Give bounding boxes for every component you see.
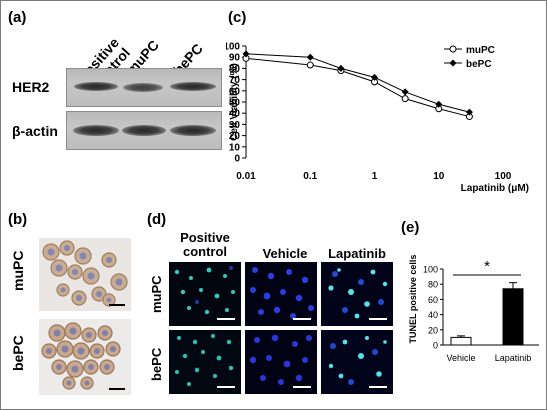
y-tick-label: 20 bbox=[229, 131, 241, 142]
fl-image-mupc-positive-control bbox=[169, 262, 241, 326]
panel-label-c: (c) bbox=[228, 9, 247, 26]
data-point-muPC bbox=[306, 61, 314, 69]
x-tick-label: 0.01 bbox=[236, 171, 256, 182]
row-label-her2: HER2 bbox=[12, 79, 50, 95]
y-tick-label: 80 bbox=[229, 64, 241, 75]
band-actin-mupc bbox=[122, 125, 166, 136]
y-tick-label: 60 bbox=[229, 86, 241, 97]
ihc-image-bepc bbox=[39, 319, 131, 395]
x-tick-label: 10 bbox=[433, 171, 445, 182]
y-tick-label: 100 bbox=[423, 265, 438, 275]
data-point-bePC bbox=[242, 50, 250, 58]
blot-her2 bbox=[66, 68, 222, 107]
blot-beta-actin bbox=[66, 111, 222, 150]
x-tick-label: Vehicle bbox=[446, 353, 475, 363]
fl-col-label-line: control bbox=[182, 244, 228, 259]
fl-image-bepc-vehicle bbox=[245, 330, 317, 394]
band-her2-bepc bbox=[170, 82, 216, 91]
y-axis-label: Cell Viability (%) bbox=[229, 63, 240, 141]
y-tick-label: 20 bbox=[428, 325, 438, 335]
band-actin-bepc bbox=[170, 125, 216, 136]
y-tick-label: 90 bbox=[229, 53, 241, 64]
fl-image-mupc-vehicle bbox=[245, 262, 317, 326]
fl-row-label-mupc: muPC bbox=[149, 275, 164, 313]
ihc-row-label-bepc: bePC bbox=[10, 335, 26, 371]
band-her2-mupc bbox=[123, 83, 163, 92]
y-tick-label: 100 bbox=[226, 42, 240, 53]
panel-label-a: (a) bbox=[8, 9, 27, 26]
y-tick-label: 0 bbox=[234, 154, 240, 165]
series-line-bePC bbox=[245, 53, 470, 113]
x-tick-label: 100 bbox=[495, 171, 512, 182]
ihc-row-label-mupc: muPC bbox=[10, 250, 26, 291]
bar-Vehicle bbox=[450, 336, 472, 346]
band-her2-positive-control bbox=[74, 82, 118, 91]
data-point-bePC bbox=[401, 88, 409, 96]
x-tick-label: 1 bbox=[372, 171, 378, 182]
legend-marker-bePC bbox=[449, 59, 457, 67]
x-tick-label: 0.1 bbox=[303, 171, 317, 182]
legend-label-muPC: muPC bbox=[466, 45, 495, 56]
ihc-image-mupc bbox=[39, 238, 131, 311]
data-point-bePC bbox=[371, 73, 378, 81]
data-point-bePC bbox=[337, 64, 345, 72]
x-axis-label: Lapatinib (μM) bbox=[461, 183, 529, 194]
data-point-bePC bbox=[306, 53, 314, 61]
tunel-chart: 0 20 40 60 80 100 TUNEL positive cells Vehicle L… bbox=[408, 255, 539, 363]
x-tick-label: Lapatinib bbox=[495, 353, 532, 363]
y-tick-label: 50 bbox=[229, 98, 241, 109]
y-tick-label: 70 bbox=[229, 75, 241, 86]
panel-label-e: (e) bbox=[401, 219, 420, 236]
y-tick-label: 40 bbox=[428, 310, 438, 320]
data-point-bePC bbox=[435, 100, 443, 108]
panel-label-d: (d) bbox=[147, 211, 167, 228]
fl-col-label-lapatinib: Lapatinib bbox=[328, 246, 386, 261]
band-actin-positive-control bbox=[73, 125, 119, 136]
legend-label-bePC: bePC bbox=[466, 59, 492, 70]
fl-col-label-positive-control: Positive control bbox=[169, 231, 241, 259]
fl-row-label-bepc: bePC bbox=[149, 347, 164, 381]
y-tick-label: 30 bbox=[229, 120, 241, 131]
bar-Lapatinib bbox=[502, 288, 524, 346]
data-point-bePC bbox=[465, 108, 473, 116]
fl-image-bepc-positive-control bbox=[169, 330, 241, 394]
y-tick-label: 10 bbox=[229, 142, 241, 153]
y-axis-label: TUNEL positive cells bbox=[408, 255, 418, 344]
row-label-beta-actin: β-actin bbox=[12, 123, 58, 139]
fl-col-label-line: Positive bbox=[180, 230, 230, 245]
y-tick-label: 0 bbox=[433, 341, 438, 351]
fl-image-bepc-lapatinib bbox=[321, 330, 393, 394]
legend-marker-muPC bbox=[449, 45, 457, 53]
fl-image-mupc-lapatinib bbox=[321, 262, 393, 326]
fl-col-label-vehicle: Vehicle bbox=[262, 246, 308, 261]
y-tick-label: 60 bbox=[428, 295, 438, 305]
panel-label-b: (b) bbox=[8, 211, 28, 228]
data-point-muPC bbox=[401, 95, 409, 103]
y-tick-label: 40 bbox=[229, 109, 241, 120]
significance-star: * bbox=[484, 258, 490, 275]
y-tick-label: 80 bbox=[428, 280, 438, 290]
